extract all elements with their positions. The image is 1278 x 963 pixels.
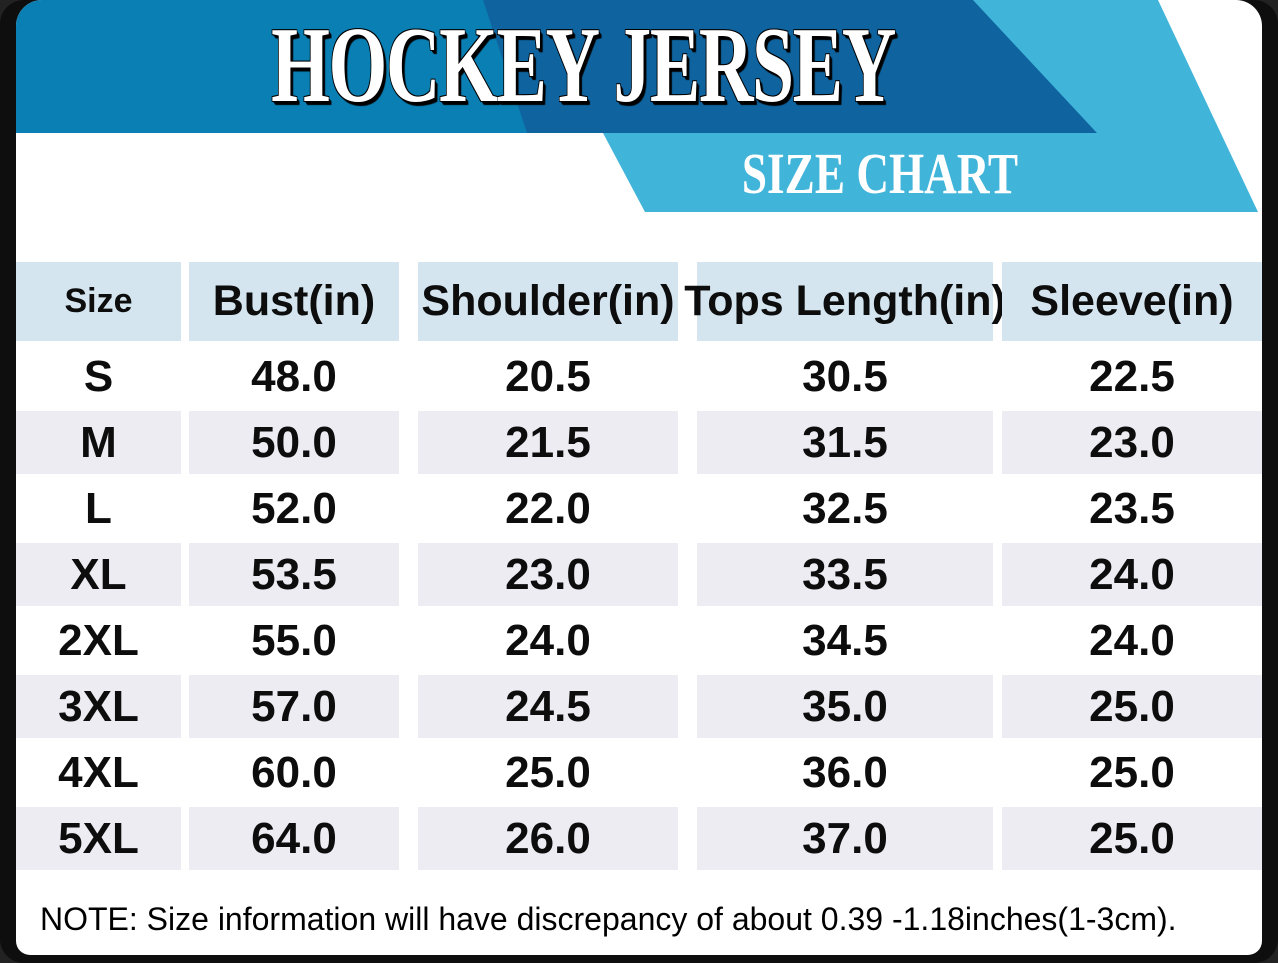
table-cell: 55.0: [189, 609, 399, 672]
table-cell: 24.0: [1002, 543, 1262, 606]
size-label-cell: 5XL: [16, 807, 181, 870]
header-cell: Sleeve(in): [1002, 262, 1262, 341]
table-cell: 24.0: [1002, 609, 1262, 672]
table-cell: 64.0: [189, 807, 399, 870]
size-label-cell: S: [16, 345, 181, 408]
table-cell: 24.0: [418, 609, 678, 672]
table-cell: 36.0: [697, 741, 993, 804]
table-cell: 21.5: [418, 411, 678, 474]
header-banner: HOCKEY JERSEY SIZE CHART: [16, 0, 1262, 213]
table-cell: 48.0: [189, 345, 399, 408]
header-cell: Size: [16, 262, 181, 341]
table-cell: 25.0: [1002, 675, 1262, 738]
banner-light-blue-ribbon: [603, 0, 1258, 212]
size-label-cell: 3XL: [16, 675, 181, 738]
table-cell: 22.0: [418, 477, 678, 540]
header-cell: Shoulder(in): [418, 262, 678, 341]
table-cell: 23.5: [1002, 477, 1262, 540]
banner-dark-blue-parallelogram: [483, 0, 1097, 133]
table-cell: 25.0: [1002, 741, 1262, 804]
table-cell: 26.0: [418, 807, 678, 870]
table-cell: 23.0: [418, 543, 678, 606]
size-label-cell: L: [16, 477, 181, 540]
table-body: S 48.0 20.5 30.5 22.5 M 50.0 21.5 31.5 23.0 L 52.0 2…: [16, 345, 1262, 870]
table-cell: 24.5: [418, 675, 678, 738]
table-cell: 57.0: [189, 675, 399, 738]
table-header-row: Size Bust(in) Shoulder(in) Tops Length(in) S…: [16, 262, 1262, 341]
content-area: HOCKEY JERSEY SIZE CHART Size Bust(in) Sho…: [16, 0, 1262, 955]
page-subtitle: SIZE CHART: [741, 141, 1019, 206]
table-cell: 30.5: [697, 345, 993, 408]
table-cell: 25.0: [418, 741, 678, 804]
table-cell: 23.0: [1002, 411, 1262, 474]
size-label-cell: 4XL: [16, 741, 181, 804]
banner-ribbon-graphic: [16, 0, 1258, 212]
header-cell: Tops Length(in): [684, 262, 1006, 341]
table-cell: 34.5: [697, 609, 993, 672]
table-cell: 20.5: [418, 345, 678, 408]
table-cell: 53.5: [189, 543, 399, 606]
table-cell: 33.5: [697, 543, 993, 606]
table-cell: 60.0: [189, 741, 399, 804]
note-text: NOTE: Size information will have discrep…: [40, 901, 1177, 937]
table-cell: 31.5: [697, 411, 993, 474]
table-cell: 37.0: [697, 807, 993, 870]
size-label-cell: 2XL: [16, 609, 181, 672]
table-cell: 25.0: [1002, 807, 1262, 870]
size-label-cell: M: [16, 411, 181, 474]
header-cell: Bust(in): [189, 262, 399, 341]
table-cell: 32.5: [697, 477, 993, 540]
table-cell: 50.0: [189, 411, 399, 474]
table-cell: 22.5: [1002, 345, 1262, 408]
page-title: HOCKEY JERSEY: [271, 6, 896, 125]
table-cell: 52.0: [189, 477, 399, 540]
size-label-cell: XL: [16, 543, 181, 606]
table-cell: 35.0: [697, 675, 993, 738]
